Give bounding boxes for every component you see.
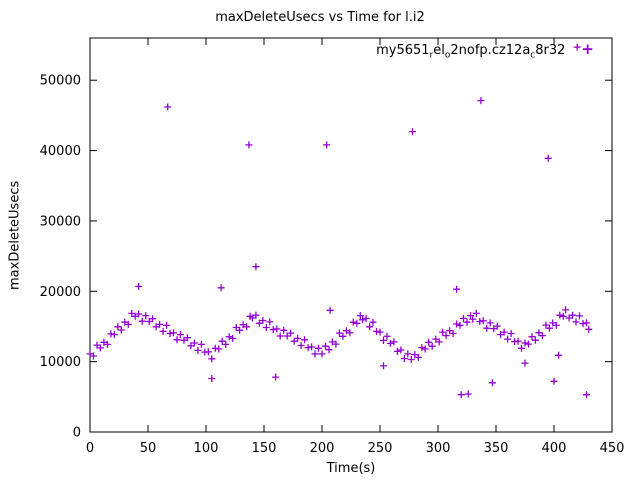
x-tick-label: 200 [310,441,335,456]
x-tick-label: 50 [140,441,157,456]
legend-marker-icon: + [581,40,594,58]
x-tick-label: 250 [368,441,393,456]
x-tick-label: 0 [86,441,94,456]
x-tick-label: 450 [600,441,625,456]
y-tick-label: 40000 [40,144,81,159]
x-tick-label: 100 [194,441,219,456]
y-tick-label: 30000 [40,214,81,229]
legend-series-label: my5651relo2nofp.cz12ac8r32 [376,43,566,61]
legend: my5651relo2nofp.cz12ac8r32 + [376,42,594,61]
x-tick-label: 400 [542,441,567,456]
x-tick-label: 300 [426,441,451,456]
chart-title: maxDeleteUsecs vs Time for l.i2 [215,10,425,25]
y-tick-label: 0 [73,426,81,441]
y-axis-label: maxDeleteUsecs [7,180,23,290]
x-tick-label: 350 [484,441,509,456]
y-tick-label: 10000 [40,355,81,370]
y-tick-label: 20000 [40,285,81,300]
x-tick-label: 150 [252,441,277,456]
plot-border [89,37,613,433]
x-axis-label: Time(s) [326,461,376,476]
data-points [86,43,593,399]
y-tick-label: 50000 [40,74,81,89]
